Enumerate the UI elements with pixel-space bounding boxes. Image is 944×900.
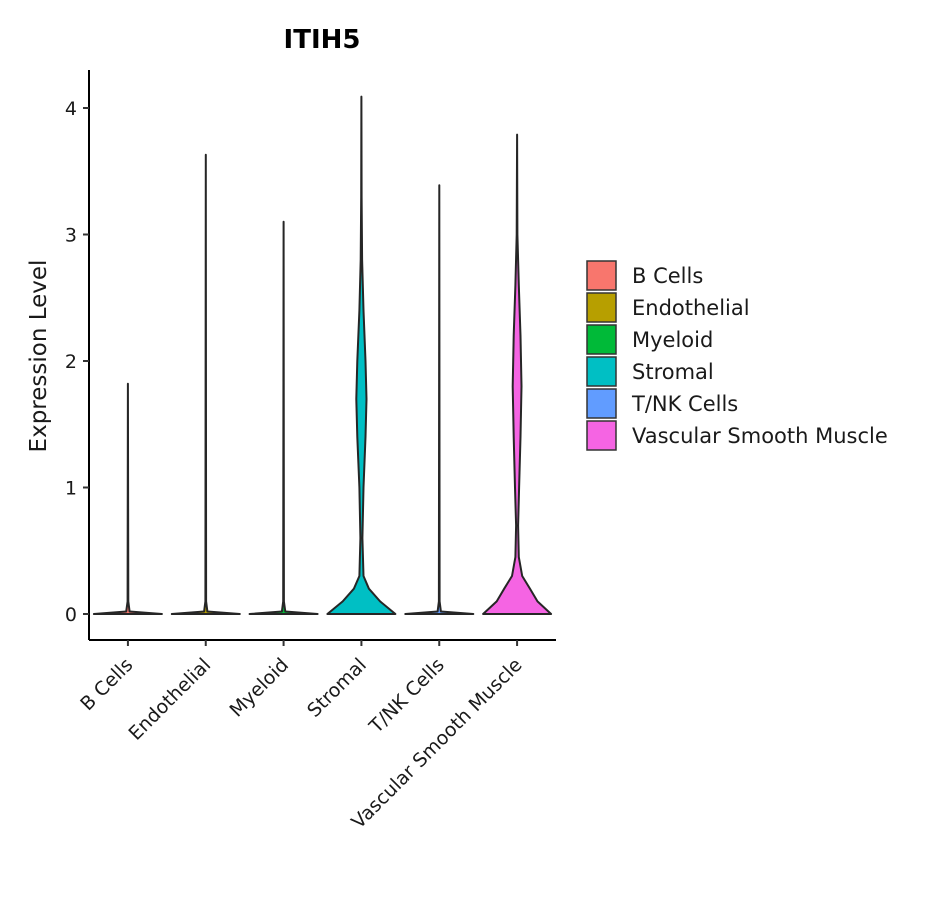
legend-swatch [586,260,617,291]
legend-swatch [586,292,617,323]
legend-label: Myeloid [632,328,713,352]
violin-vascular-smooth-muscle [482,133,553,615]
y-tick-label: 4 [65,98,77,120]
violin-t-nk-cells [404,184,475,615]
y-tick-labels: 0 1 2 3 4 [65,98,77,626]
legend-label: B Cells [632,264,703,288]
x-tick-label: Endothelial [124,654,215,745]
x-tick-label: Myeloid [226,654,294,722]
x-tick-label: T/NK Cells [365,654,449,738]
legend-label: Stromal [632,360,714,384]
y-tick-label: 2 [65,351,77,373]
legend-swatch [586,356,617,387]
y-tick-label: 1 [65,478,77,500]
y-tick-label: 0 [65,604,77,626]
violin-stromal [326,95,397,615]
violin-group [92,95,553,615]
legend-label: Endothelial [632,296,750,320]
violin-endothelial [170,153,241,615]
legend-label: T/NK Cells [631,392,738,416]
y-axis-title: Expression Level [26,260,52,453]
violin-b-cells [92,382,163,615]
legend-label: Vascular Smooth Muscle [632,424,888,448]
x-tick-label: Stromal [303,654,371,722]
legend-swatch [586,388,617,419]
y-tick-label: 3 [65,225,77,247]
axes [83,70,556,646]
violin-myeloid [248,220,319,615]
legend-swatch [586,324,617,355]
legend: B Cells Endothelial Myeloid Stromal T/NK Cel… [586,260,888,451]
legend-swatch [586,420,617,451]
x-tick-label: B Cells [76,654,137,715]
chart-title: ITIH5 [284,25,361,55]
